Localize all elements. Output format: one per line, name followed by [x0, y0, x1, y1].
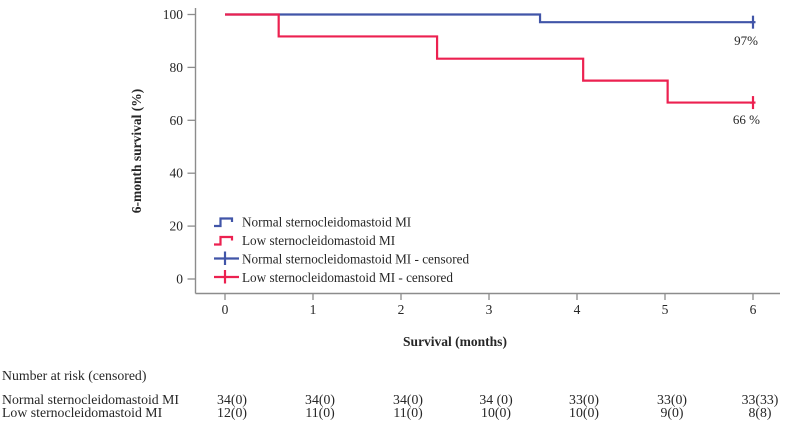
risk-cell: 10(0) — [481, 405, 511, 420]
risk-cell: 34(0) — [393, 392, 423, 407]
risk-cell: 10(0) — [569, 405, 599, 420]
x-tick-label: 5 — [662, 302, 669, 317]
legend-label: Normal sternocleidomastoid MI - censored — [242, 252, 469, 267]
legend-step-symbol — [214, 217, 234, 228]
normal-curve-end-label: 97% — [734, 33, 758, 48]
legend-label: Low sternocleidomastoid MI — [242, 233, 395, 248]
y-axis-title: 6-month survival (%) — [129, 89, 144, 214]
survival-chart: 0 20 40 60 80 100 0 1 2 3 4 5 6 Normal sternocleidom… — [129, 7, 780, 349]
y-tick-label: 40 — [170, 166, 184, 181]
y-tick-label: 100 — [163, 7, 184, 22]
risk-cell: 34(0) — [217, 392, 247, 407]
risk-row-label: Low sternocleidomastoid MI — [2, 405, 163, 420]
legend-label: Normal sternocleidomastoid MI — [242, 215, 411, 230]
x-tick-label: 0 — [222, 302, 229, 317]
survival-curves — [225, 13, 756, 110]
risk-cell: 34 (0) — [479, 392, 513, 407]
axes: 0 20 40 60 80 100 0 1 2 3 4 5 6 — [163, 7, 780, 317]
legend: Normal sternocleidomastoid MI Low sternoc… — [214, 215, 469, 285]
risk-cell: 9(0) — [660, 405, 684, 420]
legend-label: Low sternocleidomastoid MI - censored — [242, 270, 453, 285]
risk-cell: 33(0) — [569, 392, 599, 407]
x-tick-label: 3 — [486, 302, 493, 317]
risk-table-heading: Number at risk (censored) — [2, 368, 147, 383]
risk-row-label: Normal sternocleidomastoid MI — [2, 392, 180, 407]
x-tick-label: 6 — [750, 302, 757, 317]
x-tick-label: 2 — [398, 302, 405, 317]
risk-cell: 33(0) — [657, 392, 687, 407]
legend-step-symbol — [214, 235, 234, 246]
y-tick-label: 60 — [170, 113, 184, 128]
low-curve-end-label: 66 % — [733, 112, 760, 127]
risk-row: Low sternocleidomastoid MI 12(0) 11(0) 11(0… — [0, 405, 785, 420]
risk-cell: 11(0) — [393, 405, 423, 420]
risk-cell: 34(0) — [305, 392, 335, 407]
risk-cell: 33(33) — [741, 392, 779, 407]
risk-row: Normal sternocleidomastoid MI 34(0) 34(0) 3… — [0, 392, 785, 407]
risk-cell: 8(8) — [748, 405, 772, 420]
x-tick-label: 4 — [574, 302, 581, 317]
y-tick-label: 20 — [170, 219, 184, 234]
x-tick-label: 1 — [310, 302, 317, 317]
risk-cell: 11(0) — [305, 405, 335, 420]
y-tick-label: 0 — [176, 272, 183, 287]
risk-cell: 12(0) — [217, 405, 247, 420]
y-tick-label: 80 — [170, 60, 184, 75]
x-axis-title: Survival (months) — [403, 334, 507, 349]
survival-curve-normal — [225, 13, 753, 24]
survival-curve-low — [225, 13, 753, 104]
